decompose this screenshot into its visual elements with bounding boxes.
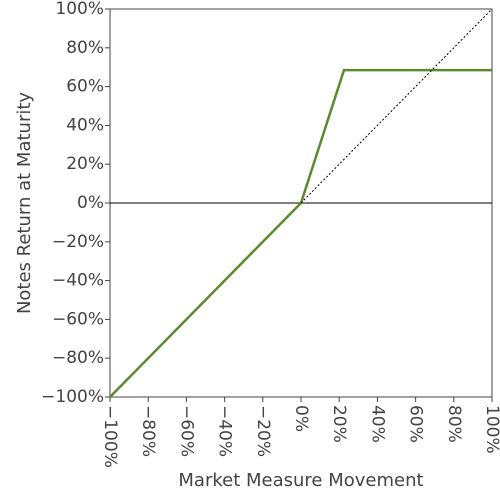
y-tick-label: 0% (77, 193, 104, 213)
series-line (300, 8, 493, 204)
y-tick-label: −60% (52, 309, 104, 329)
x-tick-label: −80% (138, 405, 158, 457)
y-axis-title: Notes Return at Maturity (14, 92, 35, 314)
y-tick-label: −100% (41, 387, 104, 407)
x-tick-label: 20% (329, 405, 349, 443)
x-tick-label: 80% (444, 405, 464, 443)
x-tick-label: 60% (406, 405, 426, 443)
x-axis-title: Market Measure Movement (178, 470, 423, 491)
x-tick-label: 100% (482, 405, 500, 454)
y-tick-label: −20% (52, 232, 104, 252)
y-tick-label: −40% (52, 271, 104, 291)
x-tick-label: 0% (291, 405, 311, 432)
x-tick-label: −60% (176, 405, 196, 457)
y-tick-label: −80% (52, 348, 104, 368)
series-line (109, 68, 492, 398)
y-tick-label: 80% (66, 38, 104, 58)
y-tick-label: 20% (66, 154, 104, 174)
x-tick-label: −100% (100, 405, 120, 468)
x-tick-label: −20% (253, 405, 273, 457)
x-tick-label: 40% (367, 405, 387, 443)
y-tick-label: 40% (66, 115, 104, 135)
y-tick-label: 100% (55, 0, 104, 19)
x-tick-label: −40% (215, 405, 235, 457)
y-tick-label: 60% (66, 77, 104, 97)
